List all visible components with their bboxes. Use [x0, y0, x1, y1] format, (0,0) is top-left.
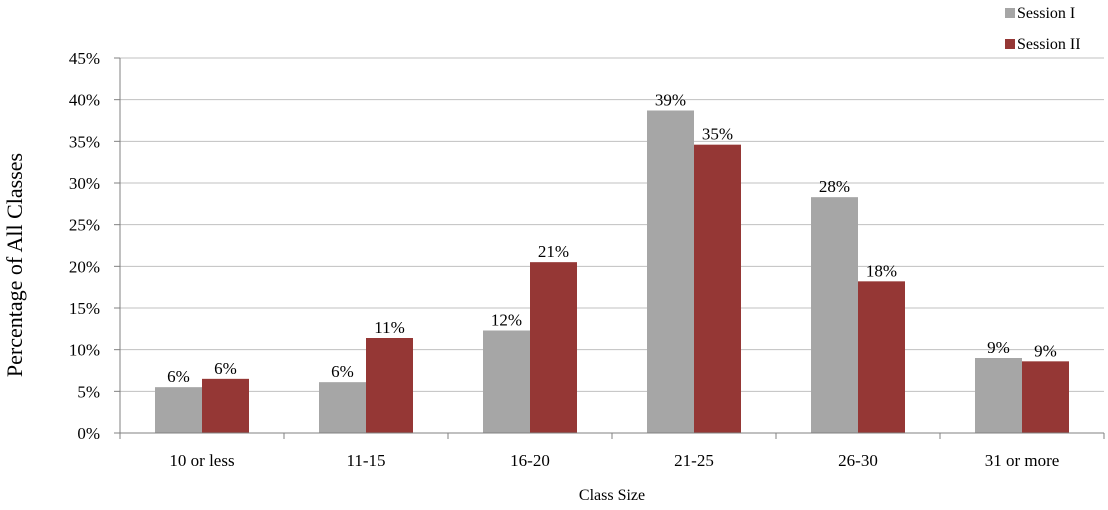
y-axis-title: Percentage of All Classes: [2, 153, 27, 377]
x-axis-title: Class Size: [579, 487, 645, 504]
bar-session-i-0: [155, 387, 202, 433]
data-label: 21%: [538, 242, 569, 261]
data-labels: 6% 6% 12% 39% 28% 9% 6% 11% 21% 35% 18% 9%: [167, 91, 1057, 387]
bar-session-i-4: [811, 197, 858, 433]
data-label: 28%: [819, 177, 850, 196]
legend: Session I Session II: [1005, 5, 1081, 53]
bar-session-ii-4: [858, 281, 905, 433]
x-tick-label: 31 or more: [985, 451, 1060, 470]
axes: 0% 5% 10% 15% 20% 25% 30% 35% 40% 45% 10 or less 11…: [69, 49, 1105, 470]
bar-session-ii-0: [202, 378, 249, 433]
bars: [155, 110, 1069, 433]
bar-session-i-5: [975, 358, 1022, 433]
y-tick-label: 45%: [69, 49, 100, 68]
data-label: 35%: [702, 125, 733, 144]
x-tick-label: 11-15: [346, 451, 385, 470]
bar-session-i-2: [483, 330, 530, 433]
bar-session-i-3: [647, 110, 694, 433]
y-tick-label: 35%: [69, 132, 100, 151]
y-tick-label: 25%: [69, 216, 100, 235]
gridlines: [120, 57, 1104, 392]
legend-swatch-session-i: [1005, 8, 1015, 18]
bar-session-ii-2: [530, 262, 577, 433]
data-label: 6%: [331, 362, 354, 381]
data-label: 9%: [987, 338, 1010, 357]
y-tick-label: 10%: [69, 341, 100, 360]
x-tick-label: 16-20: [510, 451, 550, 470]
data-label: 12%: [491, 311, 522, 330]
y-tick-label: 5%: [77, 382, 100, 401]
data-label: 6%: [214, 359, 237, 378]
bar-session-ii-3: [694, 144, 741, 433]
legend-label-session-ii: Session II: [1017, 36, 1081, 53]
y-tick-label: 20%: [69, 257, 100, 276]
legend-label-session-i: Session I: [1017, 5, 1075, 22]
x-tick-label: 21-25: [674, 451, 714, 470]
data-label: 6%: [167, 367, 190, 386]
y-tick-label: 15%: [69, 299, 100, 318]
bar-session-ii-5: [1022, 361, 1069, 433]
data-label: 9%: [1034, 341, 1057, 360]
y-tick-label: 30%: [69, 174, 100, 193]
x-tick-label: 26-30: [838, 451, 878, 470]
bar-session-ii-1: [366, 338, 413, 433]
data-label: 11%: [374, 318, 405, 337]
x-tick-label: 10 or less: [169, 451, 234, 470]
y-tick-label: 0%: [77, 424, 100, 443]
y-tick-label: 40%: [69, 91, 100, 110]
legend-swatch-session-ii: [1005, 39, 1015, 49]
data-label: 39%: [655, 91, 686, 110]
data-label: 18%: [866, 261, 897, 280]
bar-session-i-1: [319, 382, 366, 433]
